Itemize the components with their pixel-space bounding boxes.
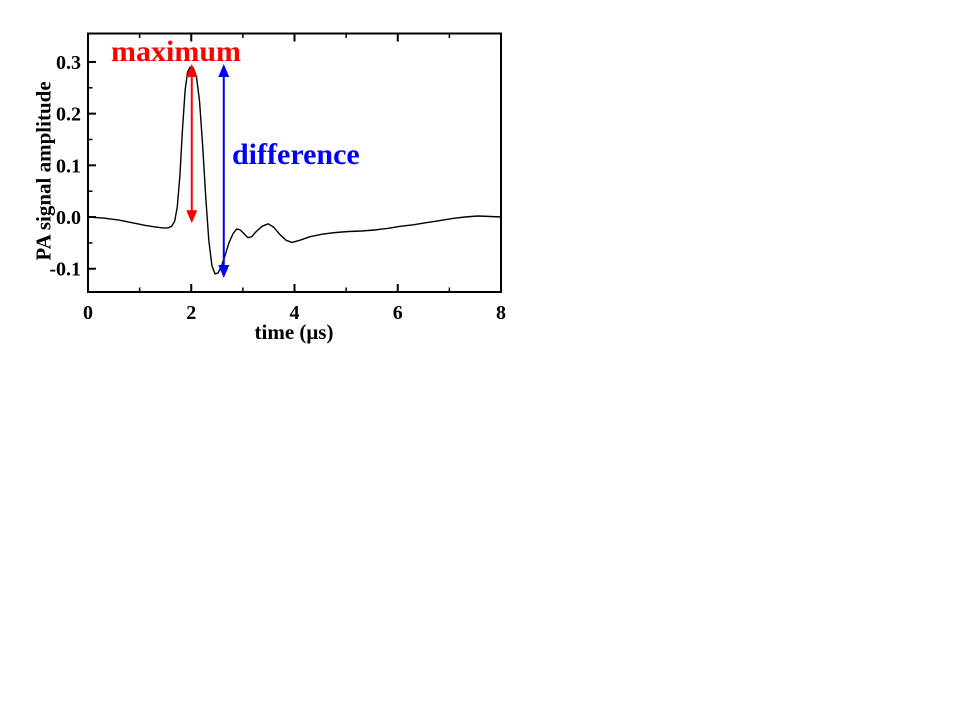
x-axis-title: time (μs) (254, 320, 334, 344)
difference-arrow-head-top (218, 64, 230, 78)
maximum-arrow-head-bottom (186, 210, 198, 224)
maximum-arrow-head-top (186, 64, 198, 78)
x-tick-label: 0 (83, 302, 93, 324)
y-tick-label: 0.1 (56, 155, 81, 177)
y-tick-label: 0.0 (56, 207, 81, 229)
y-tick-label: 0.2 (56, 104, 81, 126)
x-tick-label: 8 (496, 302, 506, 324)
y-axis-title: PA signal amplitude (31, 81, 56, 261)
y-tick-label: -0.1 (49, 259, 81, 281)
x-tick-label: 6 (393, 302, 403, 324)
x-tick-label: 4 (290, 302, 300, 324)
annotation-difference-label: difference (232, 138, 360, 171)
annotation-maximum-label: maximum (111, 35, 241, 68)
signal-curve (87, 66, 502, 275)
x-tick-label: 2 (186, 302, 196, 324)
difference-arrow-head-bottom (218, 265, 230, 279)
y-tick-label: 0.3 (56, 52, 81, 74)
